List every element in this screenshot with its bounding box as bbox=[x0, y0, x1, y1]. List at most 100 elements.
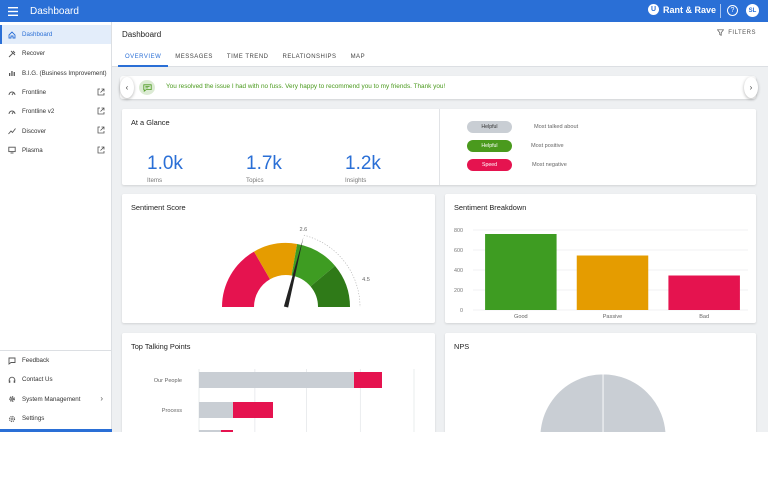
card-title: Sentiment Score bbox=[131, 203, 186, 212]
x-tick-label: Good bbox=[514, 314, 528, 320]
filters-label: FILTERS bbox=[728, 29, 756, 36]
sidebar-item-label: Feedback bbox=[22, 357, 50, 365]
gauge-band-2 bbox=[291, 243, 336, 287]
tab-time-trend[interactable]: TIME TREND bbox=[226, 54, 269, 60]
topic-pill-most-talked[interactable]: Helpful bbox=[467, 121, 512, 133]
feedback-banner: ‹ You resolved the issue I had with no f… bbox=[120, 76, 758, 99]
gauge-band-1 bbox=[254, 243, 298, 280]
topic-pill-most-negative[interactable]: Speed bbox=[467, 159, 512, 171]
talking-points-chart: Our People Process bbox=[154, 369, 415, 432]
stat-items: 1.0k Items bbox=[147, 153, 183, 184]
y-tick-label: 0 bbox=[460, 308, 463, 314]
external-link-icon[interactable] bbox=[97, 146, 105, 154]
sidebar-item-label: B.I.G. (Business Improvement) bbox=[22, 69, 107, 77]
gauge-chart: 2.6 4.5 bbox=[222, 227, 370, 308]
sidebar-item-dashboard[interactable]: Dashboard bbox=[0, 25, 111, 45]
bar-segment-0 bbox=[199, 430, 221, 432]
tab-messages[interactable]: MESSAGES bbox=[175, 54, 213, 60]
y-tick-label: 800 bbox=[454, 228, 463, 234]
sidebar-item-label: System Management bbox=[22, 395, 81, 403]
pill-description: Most positive bbox=[531, 143, 564, 149]
pill-description: Most negative bbox=[532, 162, 567, 168]
stat-label: Topics bbox=[246, 177, 264, 184]
brand-mark-icon: U bbox=[648, 4, 659, 15]
pie-slice-0 bbox=[602, 373, 667, 432]
comment-icon bbox=[8, 357, 16, 365]
sidebar-item-plasma[interactable]: Plasma bbox=[0, 141, 111, 160]
gear-icon bbox=[8, 415, 16, 423]
sidebar: Dashboard Recover B.I.G. (Business Impro… bbox=[0, 22, 112, 432]
bar-passive bbox=[576, 255, 649, 310]
app-title: Dashboard bbox=[30, 5, 79, 17]
trend-icon bbox=[8, 127, 16, 135]
app-window: Dashboard U Rant & Rave ? SL Dashboard R… bbox=[0, 0, 768, 432]
nps-card: NPS bbox=[445, 333, 756, 432]
gauge-band-3 bbox=[310, 265, 350, 307]
bar-segment-0 bbox=[199, 372, 354, 388]
brand-name: Rant & Rave bbox=[663, 4, 717, 15]
sidebar-item-label: Dashboard bbox=[22, 31, 53, 39]
menu-icon[interactable] bbox=[2, 0, 24, 22]
sidebar-divider bbox=[0, 350, 111, 351]
y-category-label: Process bbox=[162, 408, 182, 414]
gauge-track bbox=[303, 234, 361, 308]
sidebar-item-frontline-v2[interactable]: Frontline v2 bbox=[0, 102, 111, 121]
gauge-icon bbox=[8, 108, 16, 116]
feedback-quote: You resolved the issue I had with no fus… bbox=[166, 83, 446, 90]
page-title: Dashboard bbox=[122, 30, 162, 39]
external-link-icon[interactable] bbox=[97, 107, 105, 115]
user-avatar[interactable]: SL bbox=[746, 4, 759, 17]
brand-logo[interactable]: U Rant & Rave bbox=[648, 4, 716, 15]
gauge-max-label: 4.5 bbox=[362, 277, 370, 283]
help-icon[interactable]: ? bbox=[727, 5, 738, 16]
sidebar-active-strip bbox=[0, 429, 112, 432]
sidebar-item-recover[interactable]: Recover bbox=[0, 44, 111, 63]
bar-good bbox=[485, 234, 557, 310]
sentiment-score-card: Sentiment Score 2.6 4.5 bbox=[122, 194, 435, 323]
tab-relationships[interactable]: RELATIONSHIPS bbox=[282, 54, 337, 60]
sidebar-item-label: Frontline v2 bbox=[22, 108, 55, 116]
tab-overview[interactable]: OVERVIEW bbox=[118, 52, 169, 67]
comment-icon bbox=[139, 80, 155, 95]
topic-pill-most-positive[interactable]: Helpful bbox=[467, 140, 512, 152]
stat-label: Insights bbox=[345, 177, 367, 184]
sidebar-item-settings[interactable]: Settings bbox=[0, 409, 111, 428]
cog-icon bbox=[8, 395, 16, 403]
bar-bad bbox=[668, 275, 740, 310]
topbar-divider bbox=[720, 4, 721, 18]
gauge-icon bbox=[8, 89, 16, 97]
external-link-icon[interactable] bbox=[97, 126, 105, 134]
banner-next-button[interactable]: › bbox=[744, 77, 758, 98]
bar-segment-1 bbox=[221, 430, 233, 432]
tab-bar: OVERVIEW MESSAGES TIME TREND RELATIONSHI… bbox=[118, 52, 372, 67]
x-tick-label: Passive bbox=[603, 314, 623, 320]
tools-icon bbox=[8, 50, 16, 58]
sidebar-item-big[interactable]: B.I.G. (Business Improvement) bbox=[0, 64, 111, 83]
stat-value: 1.2k bbox=[345, 153, 381, 174]
sidebar-item-frontline[interactable]: Frontline bbox=[0, 83, 111, 102]
filter-icon bbox=[717, 29, 725, 36]
pill-description: Most talked about bbox=[534, 124, 579, 130]
banner-prev-button[interactable]: ‹ bbox=[120, 77, 134, 98]
gauge-needle bbox=[283, 237, 304, 308]
card-title: NPS bbox=[454, 342, 470, 351]
sidebar-item-label: Recover bbox=[22, 50, 46, 58]
sidebar-item-feedback[interactable]: Feedback bbox=[0, 351, 111, 370]
bar-segment-1 bbox=[233, 402, 273, 418]
monitor-icon bbox=[8, 146, 16, 154]
bar-chart: 0 200 400 600 800 Good Passive Bad bbox=[454, 228, 748, 320]
y-category-label: Our People bbox=[154, 378, 182, 384]
chevron-right-icon: › bbox=[100, 393, 103, 403]
sidebar-item-contact-us[interactable]: Contact Us bbox=[0, 370, 111, 389]
external-link-icon[interactable] bbox=[97, 88, 105, 96]
stat-topics: 1.7k Topics bbox=[246, 153, 282, 184]
glance-divider bbox=[439, 109, 440, 185]
sidebar-item-system-management[interactable]: System Management › bbox=[0, 390, 111, 409]
sidebar-item-discover[interactable]: Discover bbox=[0, 121, 111, 140]
headset-icon bbox=[8, 376, 16, 384]
stat-insights: 1.2k Insights bbox=[345, 153, 381, 184]
main-header: Dashboard FILTERS OVERVIEW MESSAGES TIME… bbox=[112, 22, 768, 67]
tab-map[interactable]: MAP bbox=[350, 54, 366, 60]
stat-value: 1.0k bbox=[147, 153, 183, 174]
filters-button[interactable]: FILTERS bbox=[717, 29, 756, 36]
